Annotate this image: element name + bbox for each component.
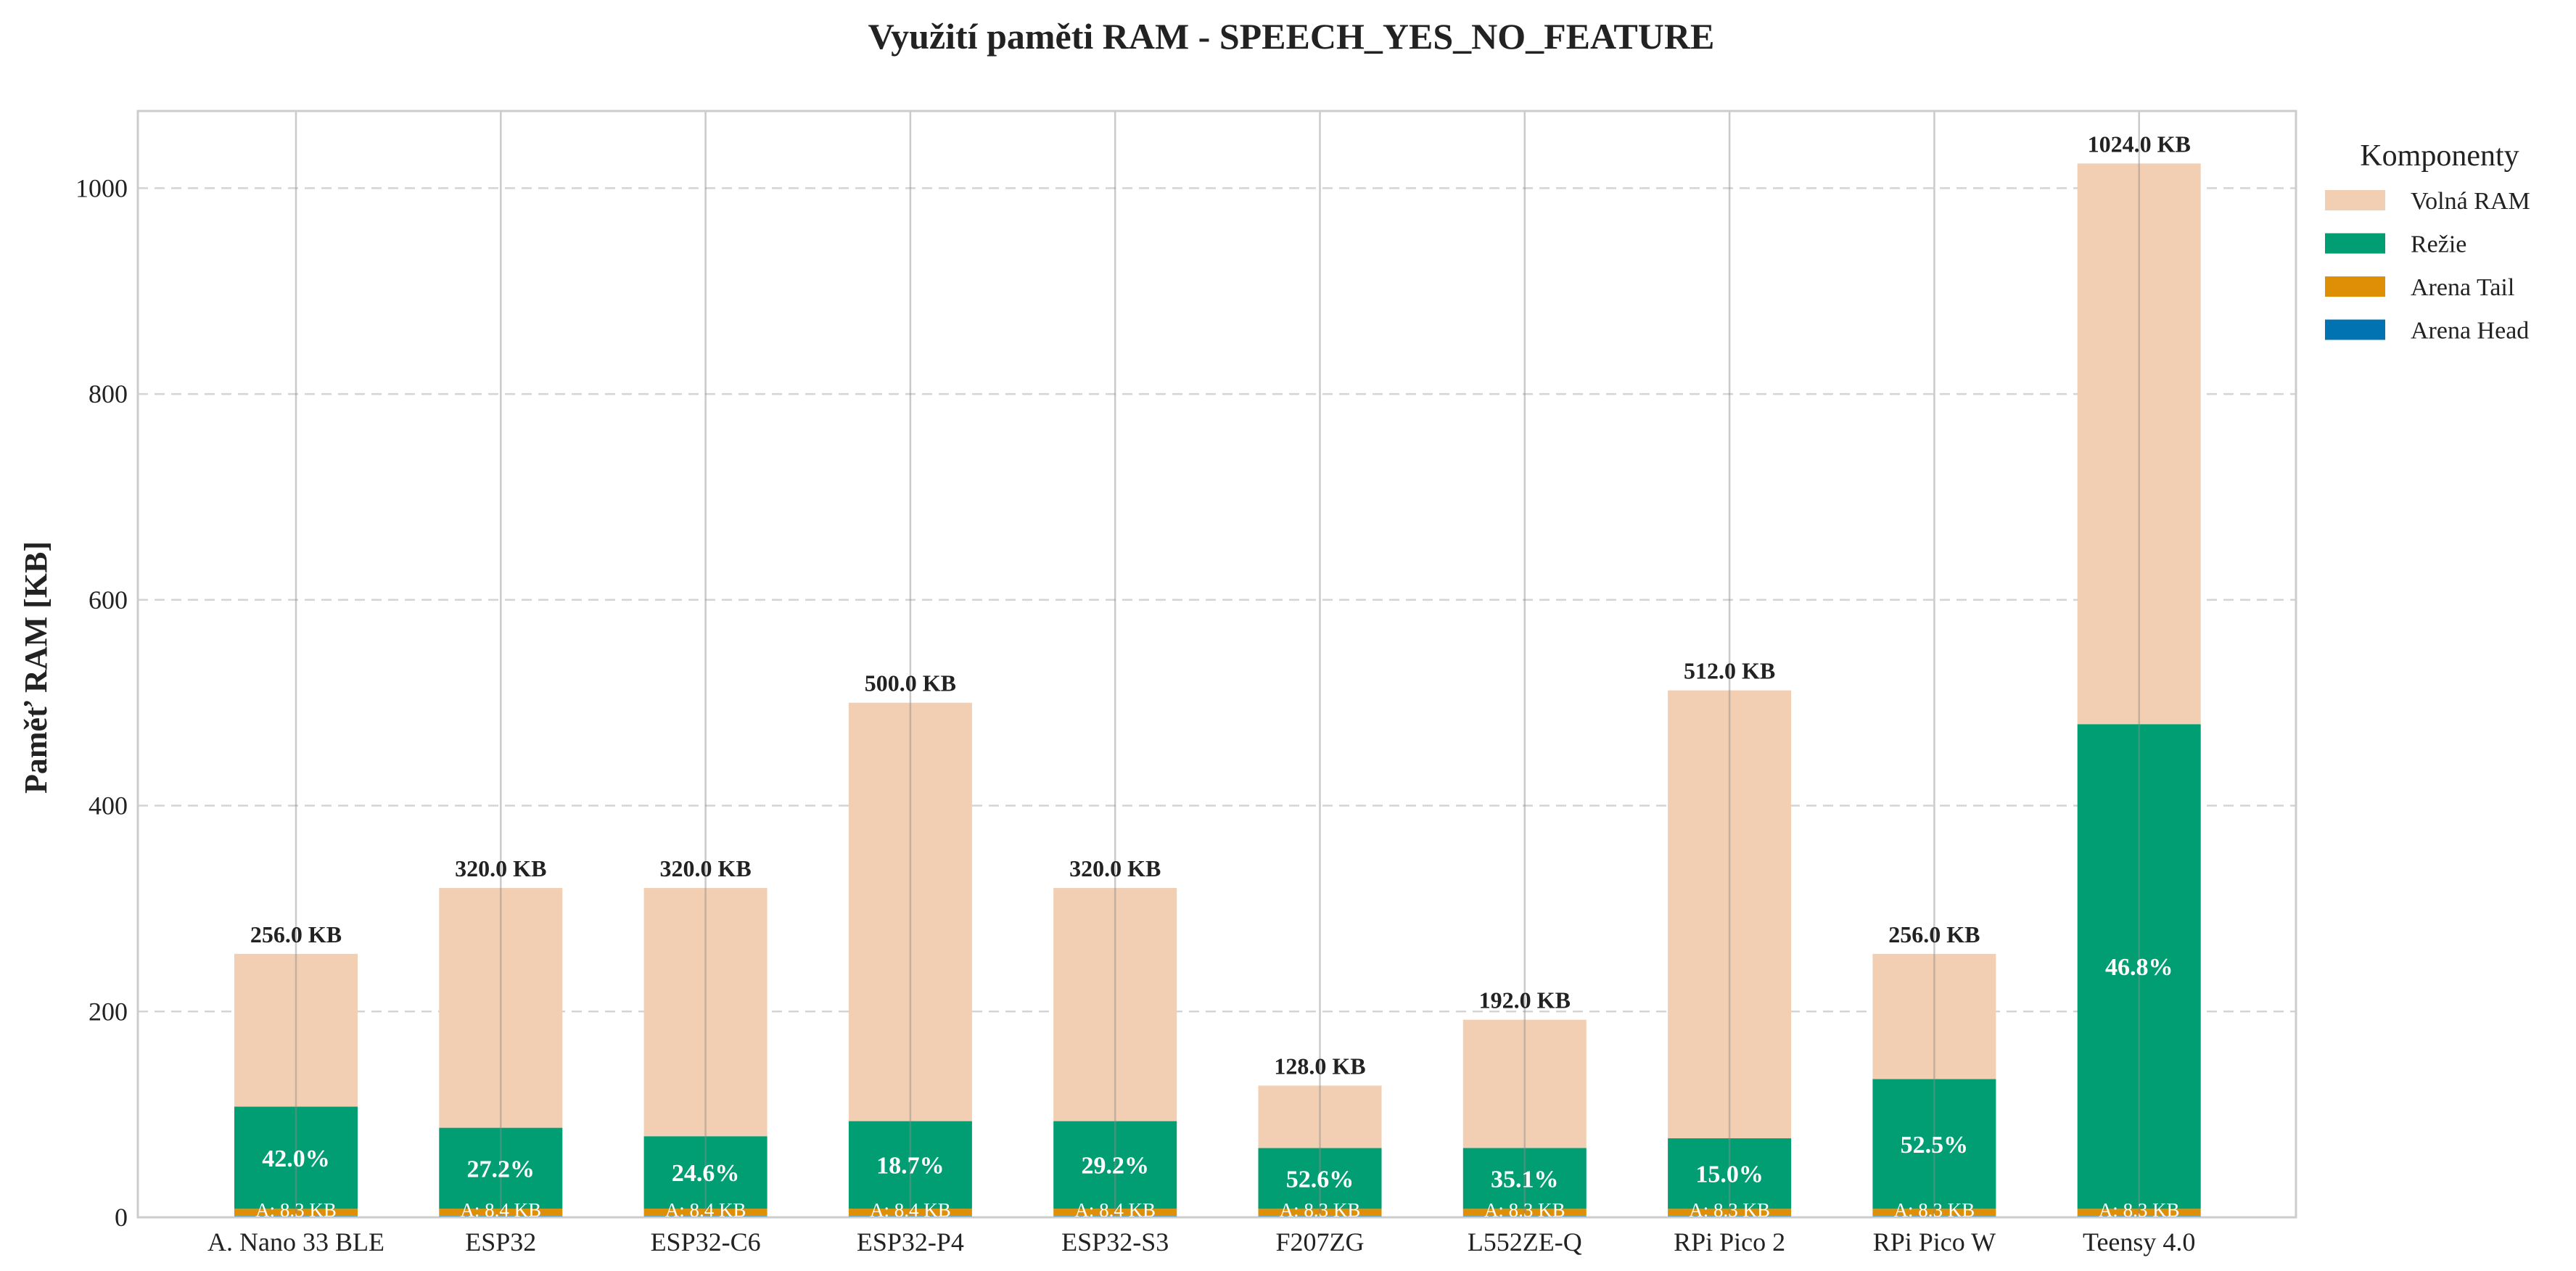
bar-segment-rezie (439, 1127, 563, 1209)
bar-segment-free-ram (1258, 1085, 1382, 1148)
x-tick-label: Teensy 4.0 (2083, 1227, 2195, 1256)
bar-segment-arena-tail (1872, 1209, 1996, 1216)
usage-percent-label: 35.1% (1491, 1166, 1559, 1193)
usage-percent-label: 27.2% (467, 1156, 535, 1182)
bar-total-label: 256.0 KB (250, 921, 342, 947)
x-tick-label: ESP32-C6 (651, 1227, 761, 1256)
bar-segment-free-ram (643, 888, 768, 1137)
usage-percent-label: 42.0% (262, 1145, 330, 1172)
usage-percent-label: 52.5% (1901, 1132, 1969, 1159)
legend-swatch (2325, 276, 2385, 297)
bar-segment-rezie (643, 1136, 768, 1209)
vertical-line-layer (295, 111, 2140, 1217)
bar-segment-free-ram (1462, 1019, 1587, 1148)
y-tick-label: 400 (89, 791, 128, 820)
bar-total-label: 320.0 KB (659, 855, 751, 881)
bar-segment-arena-tail (1053, 1209, 1177, 1216)
x-tick-label: A. Nano 33 BLE (207, 1227, 384, 1256)
usage-percent-label: 46.8% (2105, 954, 2173, 981)
legend-item-label: Arena Tail (2411, 274, 2514, 301)
y-tick-label: 1000 (75, 173, 128, 202)
bar-segment-free-ram (1053, 888, 1177, 1122)
legend-title: Komponenty (2360, 139, 2519, 173)
usage-percent-label: 29.2% (1081, 1153, 1149, 1180)
bar-total-label: 1024.0 KB (2088, 131, 2191, 157)
x-tick-label: RPi Pico W (1873, 1227, 1996, 1256)
legend-item-label: Režie (2411, 231, 2466, 258)
bar-total-label: 500.0 KB (865, 670, 956, 696)
bar-segment-arena-tail (1668, 1209, 1792, 1216)
bar-segment-rezie (1462, 1148, 1587, 1209)
bar-total-label: 320.0 KB (455, 855, 546, 881)
bar-segment-free-ram (848, 702, 972, 1122)
bar-segment-arena-tail (1462, 1209, 1587, 1216)
bar-total-label: 128.0 KB (1274, 1053, 1365, 1079)
bar-segment-free-ram (234, 953, 358, 1107)
y-tick-label: 200 (89, 997, 128, 1026)
bar-segment-rezie (1668, 1138, 1792, 1209)
bar-total-label: 192.0 KB (1479, 987, 1571, 1013)
legend-swatch (2325, 233, 2385, 254)
plot-frame (136, 110, 2297, 1219)
bar-segment-free-ram (1668, 690, 1792, 1139)
x-tick-label: F207ZG (1275, 1227, 1364, 1256)
bar-segment-arena-tail (439, 1209, 563, 1216)
usage-percent-label: 18.7% (876, 1153, 945, 1180)
x-tick-label: ESP32 (465, 1227, 536, 1256)
x-tick-label: L552ZE-Q (1468, 1227, 1582, 1256)
axis-layer: 0 200 400 600 800 1000 A. Nano 33 BLE ESP32 ESP3… (75, 110, 2297, 1256)
bar-segment-rezie (234, 1106, 358, 1209)
chart-title: Využití paměti RAM - SPEECH_YES_NO_FEATU… (868, 16, 1715, 57)
legend-swatch (2325, 190, 2385, 210)
usage-percent-label: 52.6% (1286, 1166, 1354, 1193)
bar-segment-free-ram (1872, 953, 1996, 1079)
bar-total-label: 512.0 KB (1684, 658, 1775, 684)
bar-segment-rezie (1872, 1079, 1996, 1209)
usage-percent-label: 24.6% (672, 1160, 740, 1187)
y-tick-label: 600 (89, 585, 128, 614)
usage-percent-label: 15.0% (1695, 1161, 1764, 1188)
x-tick-label: RPi Pico 2 (1674, 1227, 1785, 1256)
bars-layer (234, 163, 2201, 1217)
x-tick-label: ESP32-S3 (1061, 1227, 1169, 1256)
bar-segment-rezie (848, 1121, 972, 1209)
bar-segment-rezie (1258, 1148, 1382, 1209)
bar-segment-arena-tail (848, 1209, 972, 1216)
bar-total-label: 320.0 KB (1069, 855, 1161, 881)
legend-item-label: Volná RAM (2411, 188, 2530, 215)
y-axis-label: Paměť RAM [KB] (18, 541, 54, 794)
bar-segment-free-ram (2077, 163, 2201, 725)
legend-swatch (2325, 319, 2385, 340)
x-tick-label: ESP32-P4 (857, 1227, 964, 1256)
bar-segment-arena-tail (234, 1209, 358, 1216)
bar-segment-arena-tail (2077, 1209, 2201, 1216)
bar-segment-arena-tail (1258, 1209, 1382, 1216)
bar-total-label: 256.0 KB (1888, 921, 1980, 947)
bar-segment-rezie (2077, 724, 2201, 1209)
y-tick-label: 800 (89, 379, 128, 408)
bar-segment-arena-tail (643, 1209, 768, 1216)
legend: Komponenty Volná RAM Režie Arena Tail Arena… (2325, 139, 2530, 345)
y-tick-label: 0 (115, 1203, 128, 1232)
legend-item-label: Arena Head (2411, 318, 2529, 345)
bar-segment-rezie (1053, 1121, 1177, 1209)
bar-segment-free-ram (439, 888, 563, 1128)
